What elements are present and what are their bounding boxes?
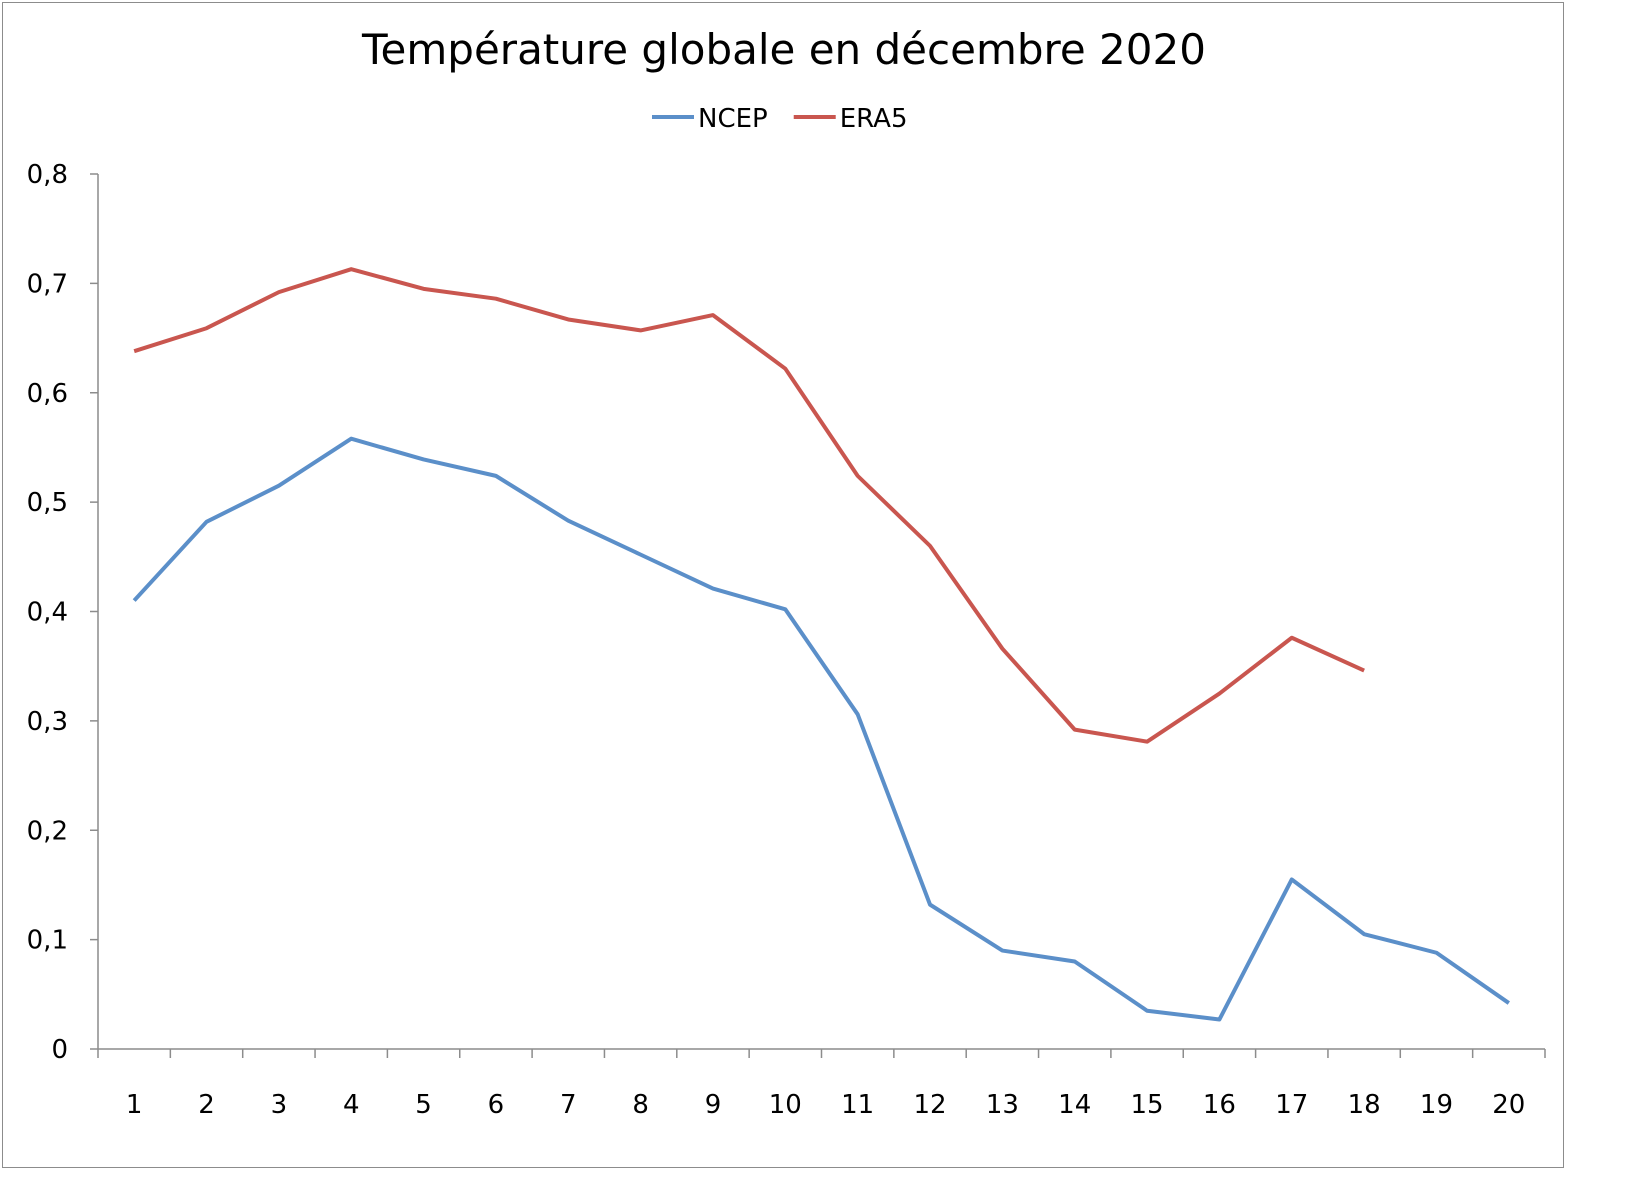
x-tick-label: 9 bbox=[705, 1090, 722, 1120]
chart-title: Température globale en décembre 2020 bbox=[361, 25, 1206, 74]
x-tick-label: 10 bbox=[769, 1090, 802, 1120]
x-tick-label: 14 bbox=[1058, 1090, 1091, 1120]
x-tick-label: 13 bbox=[986, 1090, 1019, 1120]
y-tick-label: 0,4 bbox=[27, 598, 68, 628]
x-tick-label: 4 bbox=[343, 1090, 360, 1120]
x-tick-label: 16 bbox=[1203, 1090, 1236, 1120]
y-tick-label: 0,3 bbox=[27, 707, 68, 737]
y-tick-label: 0,2 bbox=[27, 816, 68, 846]
y-tick-label: 0 bbox=[51, 1035, 68, 1065]
y-tick-label: 0,5 bbox=[27, 488, 68, 518]
series-lines bbox=[132, 267, 1510, 1022]
legend-label-ncep: NCEP bbox=[698, 104, 768, 134]
series-line-era5 bbox=[133, 267, 1365, 744]
x-tick-label: 15 bbox=[1131, 1090, 1164, 1120]
x-tick-label: 5 bbox=[415, 1090, 432, 1120]
x-tick-label: 2 bbox=[198, 1090, 215, 1120]
x-tick-label: 11 bbox=[841, 1090, 874, 1120]
legend-label-era5: ERA5 bbox=[840, 104, 908, 134]
x-tick-label: 12 bbox=[913, 1090, 946, 1120]
x-tick-label: 17 bbox=[1275, 1090, 1308, 1120]
axes: 00,10,20,30,40,50,60,70,81 2 3 4 5 6 7 8 9 10 11 12… bbox=[27, 160, 1546, 1120]
series-line-ncep bbox=[132, 436, 1510, 1022]
x-tick-label: 18 bbox=[1348, 1090, 1381, 1120]
chart-frame bbox=[2, 2, 1564, 1168]
x-tick-label: 3 bbox=[271, 1090, 288, 1120]
x-tick-label: 6 bbox=[488, 1090, 505, 1120]
x-tick-label: 7 bbox=[560, 1090, 577, 1120]
y-tick-label: 0,1 bbox=[27, 926, 68, 956]
x-tick-label: 19 bbox=[1420, 1090, 1453, 1120]
y-tick-label: 0,6 bbox=[27, 379, 68, 409]
x-tick-label: 8 bbox=[632, 1090, 649, 1120]
y-tick-label: 0,8 bbox=[27, 160, 68, 190]
x-tick-label: 1 bbox=[126, 1090, 143, 1120]
legend: NCEP ERA5 bbox=[652, 104, 908, 134]
x-tick-label: 20 bbox=[1492, 1090, 1525, 1120]
y-tick-label: 0,7 bbox=[27, 269, 68, 299]
